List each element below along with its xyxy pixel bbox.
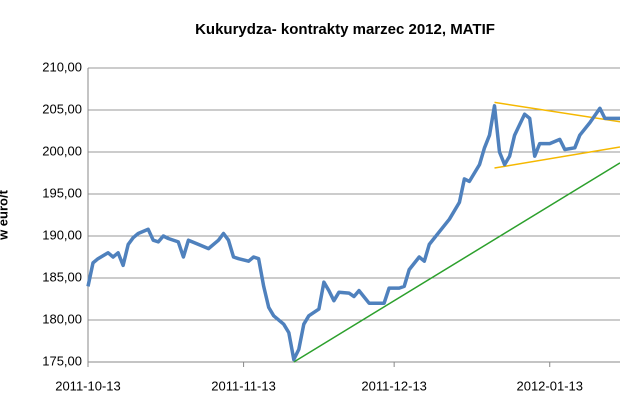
y-tick-label: 210,00 (42, 59, 82, 74)
x-tick-label: 2011-12-13 (361, 378, 427, 393)
trend-line (494, 146, 620, 169)
y-tick-label: 205,00 (42, 101, 82, 116)
chart-title: Kukurydza- kontrakty marzec 2012, MATIF (195, 21, 495, 38)
y-tick-label: 200,00 (42, 143, 82, 158)
trend-line (293, 162, 620, 363)
y-tick-label: 185,00 (42, 269, 82, 284)
data-line (86, 104, 620, 362)
x-tick-label: 2011-10-13 (55, 378, 121, 393)
trend-line (494, 101, 620, 123)
x-tick-label: 2012-01-13 (516, 378, 583, 393)
x-tick-label: 2011-11-13 (211, 378, 276, 393)
y-tick-label: 180,00 (42, 311, 82, 326)
y-tick-label: 195,00 (42, 185, 82, 200)
y-tick-label: 190,00 (42, 227, 82, 242)
y-tick-label: 175,00 (42, 353, 82, 368)
y-axis-label: w euro/t (0, 189, 10, 241)
